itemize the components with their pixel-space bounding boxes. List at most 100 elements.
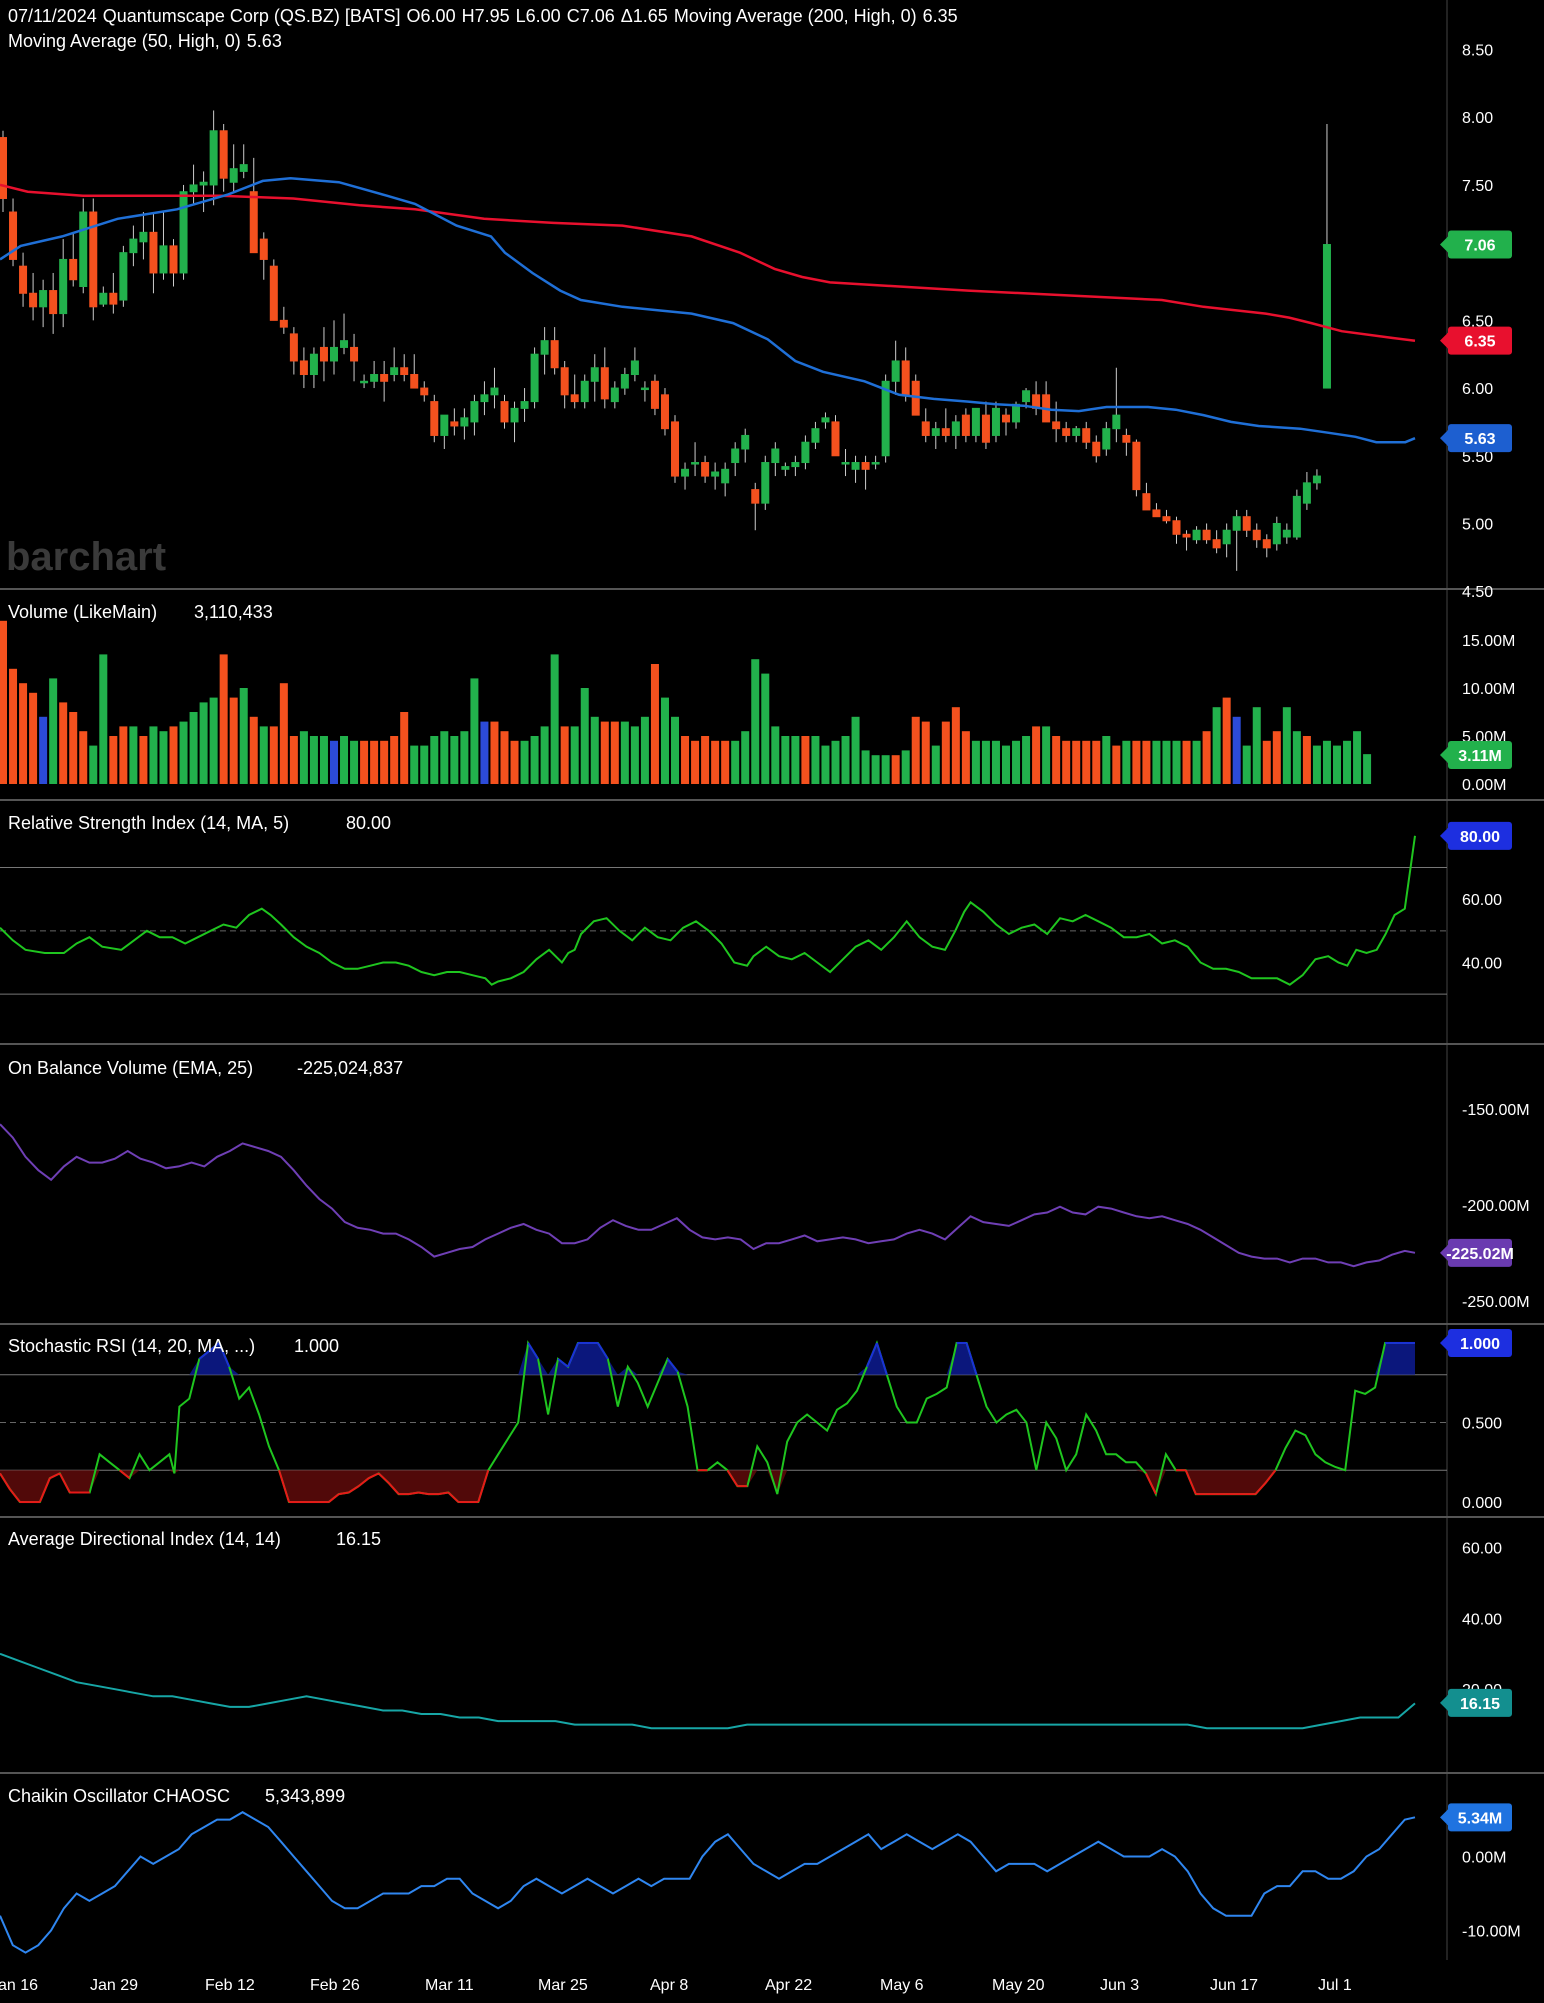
candle <box>560 367 569 396</box>
price-axis-tick: 4.50 <box>1462 584 1493 601</box>
candle <box>1292 495 1301 538</box>
rsi-last-value: 80.00 <box>346 813 391 833</box>
candle <box>1072 428 1081 436</box>
candle <box>340 340 349 348</box>
candle <box>711 471 720 477</box>
stoch_rsi-segment <box>218 1342 231 1368</box>
x-axis-label: Jan 16 <box>0 1977 38 1994</box>
price-axis-tick: 6.00 <box>1462 381 1493 398</box>
volume-bar <box>1332 745 1341 784</box>
candle <box>39 290 48 308</box>
candle <box>530 353 539 403</box>
volume-bar <box>1012 740 1021 784</box>
candle <box>891 360 900 382</box>
volume-bar <box>530 736 539 784</box>
volume-bar <box>299 731 308 784</box>
candle <box>691 462 700 465</box>
candle <box>1322 244 1331 389</box>
candle <box>450 421 459 427</box>
ma200-line <box>0 183 1416 342</box>
volume-bar <box>219 654 228 784</box>
header-close: 7.06 <box>580 6 615 26</box>
candle <box>620 374 629 389</box>
candle <box>901 360 910 396</box>
volume-bar <box>1262 740 1271 784</box>
candle <box>89 211 98 308</box>
volume-bar <box>500 731 509 784</box>
volume-bar <box>1252 707 1261 784</box>
volume-bar <box>1272 731 1281 784</box>
stoch_rsi-oversold-fill <box>0 1470 1415 1502</box>
candle <box>249 191 258 254</box>
stoch_rsi-segment <box>527 1342 539 1360</box>
volume-bar <box>169 726 178 784</box>
volume-bar <box>340 736 349 784</box>
volume-bar <box>79 731 88 784</box>
obv-line <box>0 1123 1416 1268</box>
volume-bar <box>1212 707 1221 784</box>
candle <box>69 258 78 281</box>
volume-bar <box>89 745 98 784</box>
volume-bar <box>370 740 379 784</box>
chaikin-last-badge-arrow <box>1440 1809 1448 1826</box>
header-symbol: Quantumscape Corp (QS.BZ) [BATS] <box>103 6 401 26</box>
candle <box>129 238 138 254</box>
candle <box>239 164 248 172</box>
volume-bar <box>1172 740 1181 784</box>
volume-bar <box>69 712 78 784</box>
stochrsi-last-badge-arrow <box>1440 1334 1448 1351</box>
rsi-last-badge-bg <box>1448 821 1512 850</box>
volume-bar <box>791 736 800 784</box>
stoch_rsi-segment <box>0 1472 11 1490</box>
volume-bar <box>49 678 58 784</box>
volume-bar <box>600 721 609 784</box>
candle <box>29 292 38 308</box>
candle <box>299 360 308 376</box>
rsi-title: Relative Strength Index (14, MA, 5) <box>8 813 289 833</box>
volume-bar <box>961 731 970 784</box>
candle <box>1172 520 1181 535</box>
candle <box>650 380 659 409</box>
candle <box>971 407 980 436</box>
candle <box>1212 539 1221 549</box>
stoch_rsi-segment <box>387 1482 400 1495</box>
stoch_rsi-segment <box>328 1493 340 1503</box>
candle <box>1102 428 1111 450</box>
candle <box>360 380 369 384</box>
volume-bar <box>400 712 409 784</box>
ma50-badge-arrow <box>1440 430 1448 447</box>
candle <box>169 245 178 274</box>
candle <box>420 387 429 396</box>
volume-bar <box>650 664 659 784</box>
candle <box>500 401 509 423</box>
candle <box>219 130 228 179</box>
volume-bar <box>861 750 870 784</box>
volume-bar <box>971 740 980 784</box>
volume-bar <box>1062 740 1071 784</box>
header-ma50-value: 5.63 <box>247 31 282 51</box>
volume-axis-tick: 10.00M <box>1462 681 1515 698</box>
candle <box>1142 493 1151 511</box>
candle <box>580 380 589 403</box>
volume-bar <box>1322 740 1331 784</box>
candle <box>741 434 750 450</box>
volume-bar <box>991 740 1000 784</box>
price-last-badge: 7.06 <box>1464 238 1495 255</box>
candle <box>109 292 118 305</box>
chaikin-last-badge-bg <box>1448 1803 1512 1832</box>
candle <box>430 401 439 436</box>
candle <box>610 387 619 403</box>
volume-bar <box>871 755 880 784</box>
candle <box>1272 522 1281 545</box>
stoch_rsi-segment <box>965 1342 978 1376</box>
candle <box>600 367 609 400</box>
volume-bar <box>1102 736 1111 784</box>
x-axis-label: Jan 29 <box>90 1977 138 1994</box>
volume-bar <box>1132 740 1141 784</box>
volume-bar <box>1032 726 1041 784</box>
volume-bar <box>701 736 710 784</box>
chaikin-title: Chaikin Oscillator CHAOSC <box>8 1786 230 1806</box>
candle <box>1132 441 1141 491</box>
candle <box>229 168 238 183</box>
price-axis-tick: 8.00 <box>1462 110 1493 127</box>
